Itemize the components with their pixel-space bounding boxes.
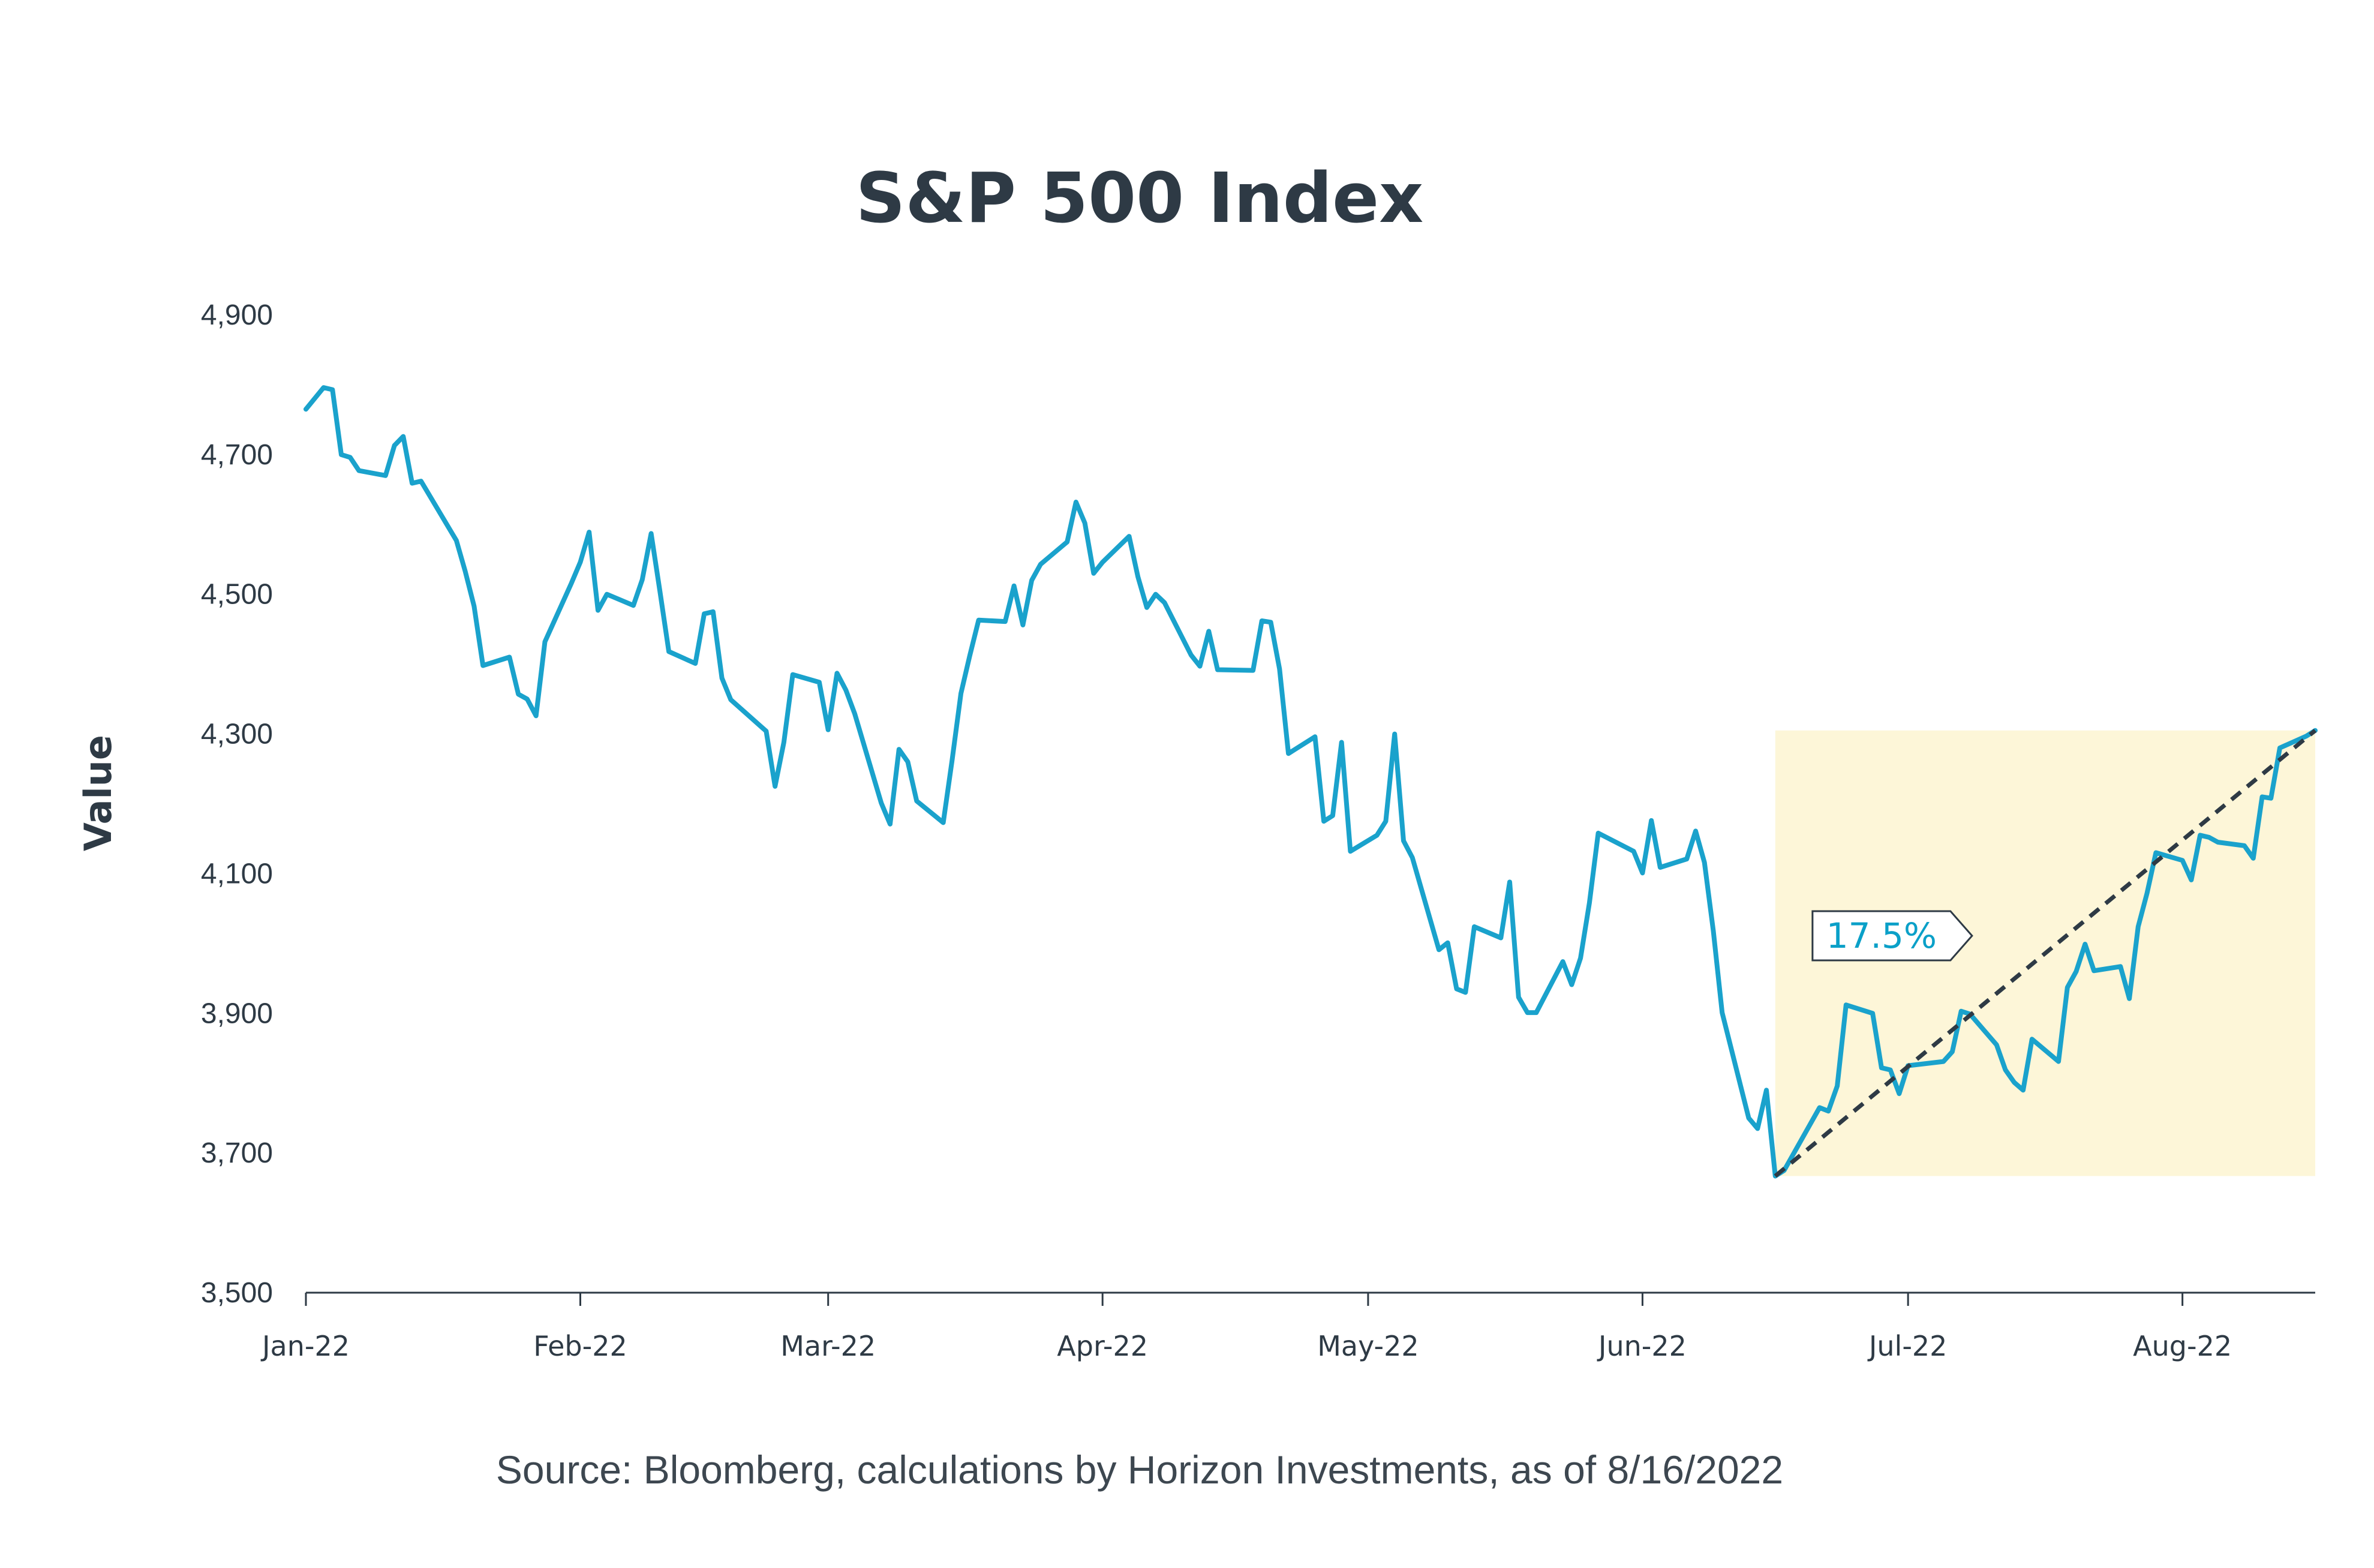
y-tick-label: 4,500 [201,579,273,611]
y-axis-ticks: 3,500 3,700 3,900 4,100 4,300 4,500 4,700 4,900 [201,299,273,1309]
source-note: Source: Bloomberg, calculations by Horiz… [496,1447,1783,1492]
x-tick-label: Aug-22 [2133,1330,2232,1362]
x-axis-ticks: Jan-22 Feb-22 Mar-22 Apr-22 May-22 Jun-22 Jul-… [260,1293,2232,1362]
chart-title: S&P 500 Index [856,158,1424,239]
x-tick-label: May-22 [1317,1330,1419,1362]
trend-line [1774,729,2317,1178]
y-tick-label: 4,100 [201,858,273,890]
series-line [303,385,2318,1179]
y-tick-label: 4,900 [201,299,273,331]
x-tick-label: Jan-22 [260,1330,350,1362]
y-tick-label: 3,700 [201,1137,273,1169]
x-tick-label: Jun-22 [1597,1330,1687,1362]
x-tick-label: Feb-22 [533,1330,627,1362]
x-tick-label: Apr-22 [1057,1330,1148,1362]
x-tick-label: Mar-22 [780,1330,876,1362]
badge-outline [1811,910,1973,962]
y-tick-label: 3,900 [201,998,273,1029]
growth-badge: 17.5% [1811,910,1973,962]
y-axis-label: Value [76,735,120,851]
badge-label: 17.5% [1826,915,1937,956]
y-tick-label: 4,300 [201,719,273,750]
y-tick-label: 4,700 [201,439,273,471]
y-tick-label: 3,500 [201,1277,273,1309]
x-tick-label: Jul-22 [1867,1330,1948,1362]
